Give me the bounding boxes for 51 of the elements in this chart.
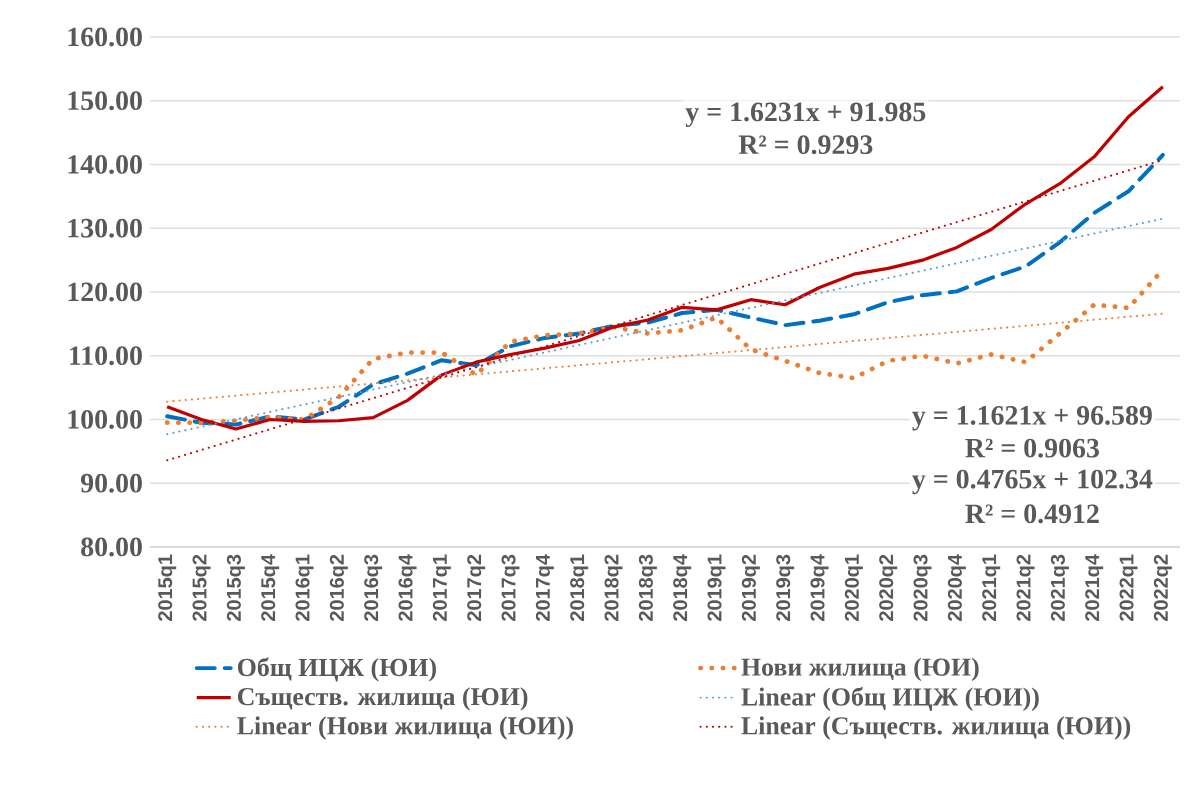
annotation: y = 1.6231x + 91.985 xyxy=(685,102,926,128)
x-tick-label: 2018q1 xyxy=(570,554,589,621)
legend-label: Общ ИЦЖ (ЮИ) xyxy=(237,657,436,682)
x-tick-label: 2015q3 xyxy=(226,554,245,621)
annotation: R² = 0.9063 xyxy=(965,438,1099,458)
y-tick-label: 110.00 xyxy=(70,346,142,366)
x-tick-label: 2017q2 xyxy=(467,554,486,621)
x-tick-label: 2022q2 xyxy=(1153,554,1172,621)
annotation: R² = 0.9293 xyxy=(738,135,873,155)
x-tick-label: 2018q2 xyxy=(604,554,623,621)
x-tick-label: 2017q4 xyxy=(535,554,554,621)
legend-label: Нови жилища (ЮИ) xyxy=(741,657,979,682)
legend-label: Linear (Съществ. жилища (ЮИ)) xyxy=(741,716,1131,740)
x-tick-label: 2021q1 xyxy=(982,554,1001,621)
x-tick-label: 2019q2 xyxy=(741,554,760,621)
x-tick-label: 2015q1 xyxy=(158,554,177,621)
x-tick-label: 2021q3 xyxy=(1050,554,1069,621)
x-tick-label: 2016q2 xyxy=(329,554,348,621)
x-tick-label: 2020q3 xyxy=(913,554,932,621)
x-tick-label: 2018q4 xyxy=(673,554,692,621)
x-tick-label: 2021q2 xyxy=(1016,554,1035,621)
x-tick-label: 2019q3 xyxy=(776,554,795,621)
y-tick-label: 90.00 xyxy=(80,473,142,493)
legend-label: Linear (Нови жилища (ЮИ)) xyxy=(237,716,573,740)
annotation: y = 1.1621x + 96.589 xyxy=(912,405,1152,431)
x-tick-label: 2017q1 xyxy=(432,554,451,621)
x-tick-label: 2019q1 xyxy=(707,554,726,621)
y-tick-label: 160.00 xyxy=(68,27,142,47)
x-tick-label: 2016q3 xyxy=(364,554,383,621)
y-tick-label: 140.00 xyxy=(68,155,142,174)
y-tick-label: 80.00 xyxy=(81,537,142,557)
x-tick-label: 2016q1 xyxy=(295,554,314,621)
legend-label: Linear (Общ ИЦЖ (ЮИ)) xyxy=(741,686,1039,711)
legend-label: Съществ. жилища (ЮИ) xyxy=(237,687,528,711)
x-tick-label: 2016q4 xyxy=(398,554,417,621)
x-tick-label: 2020q1 xyxy=(844,554,863,621)
y-tick-label: 100.00 xyxy=(68,410,142,429)
x-tick-label: 2015q4 xyxy=(261,554,280,621)
y-tick-label: 130.00 xyxy=(68,218,142,238)
x-tick-label: 2020q4 xyxy=(947,554,966,621)
x-tick-label: 2021q4 xyxy=(1085,554,1104,621)
x-tick-label: 2015q2 xyxy=(192,554,211,621)
y-tick-label: 120.00 xyxy=(68,282,142,302)
y-tick-label: 150.00 xyxy=(68,91,142,111)
x-tick-label: 2018q3 xyxy=(638,554,657,621)
annotation: y = 0.4765x + 102.34 xyxy=(912,469,1153,495)
x-tick-label: 2022q1 xyxy=(1119,554,1138,621)
x-tick-label: 2019q4 xyxy=(810,554,829,621)
x-tick-label: 2017q3 xyxy=(501,554,520,621)
annotation: R² = 0.4912 xyxy=(965,504,1099,524)
x-tick-label: 2020q2 xyxy=(879,554,898,621)
